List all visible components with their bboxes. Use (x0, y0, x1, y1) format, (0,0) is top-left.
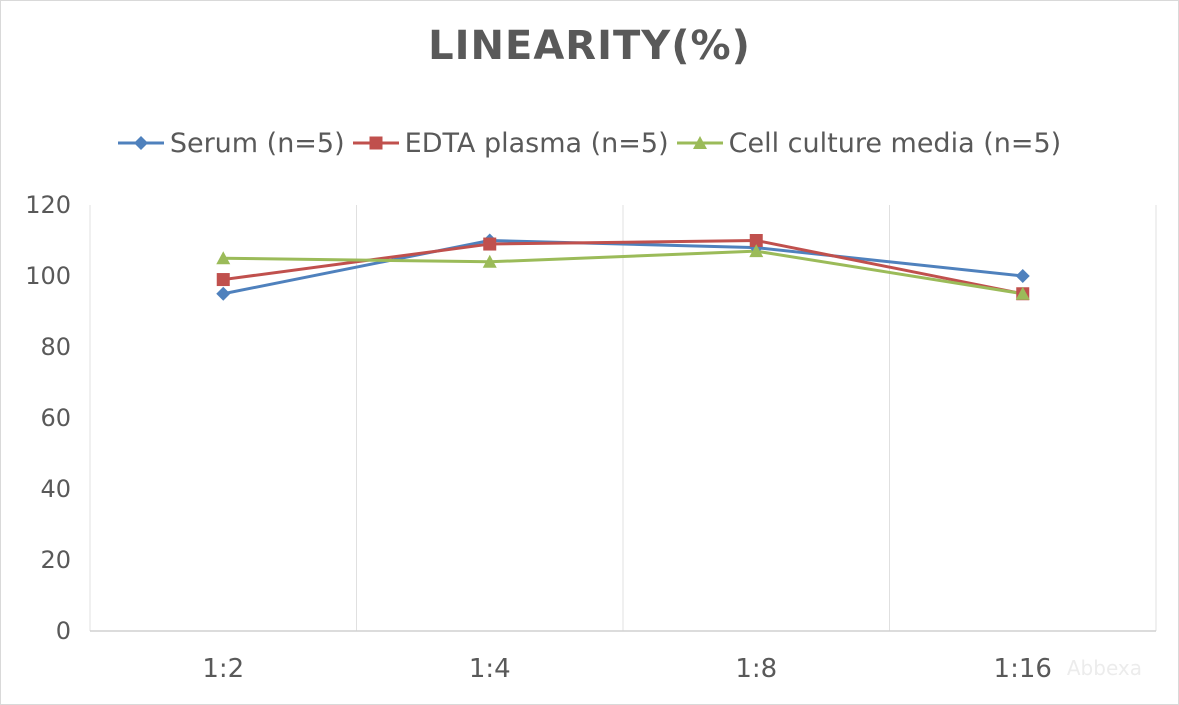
data-point-square (483, 237, 497, 251)
data-point-square (749, 234, 763, 247)
series-line-2 (223, 249, 1023, 296)
legend-label-serum: Serum (n=5) (169, 127, 345, 159)
series-line-1 (223, 239, 1024, 296)
series-line-0 (222, 239, 1023, 296)
y-tick-label: 0 (56, 617, 71, 645)
y-tick-label: 120 (25, 191, 71, 219)
x-tick-label: 1:4 (469, 654, 511, 684)
data-point-triangle (749, 244, 764, 258)
legend-item-serum: Serum (n=5) (117, 127, 345, 159)
x-tick-label: 1:16 (994, 654, 1052, 684)
y-tick-label: 40 (40, 475, 71, 503)
legend: Serum (n=5) EDTA plasma (n=5) Cell cultu… (1, 123, 1178, 163)
watermark: Abbexa (1066, 656, 1142, 680)
data-point-square (216, 273, 230, 287)
data-point-diamond (1015, 269, 1030, 283)
data-point-triangle (216, 251, 231, 265)
y-tick-label: 100 (25, 262, 71, 290)
legend-marker-cell-culture-media (676, 136, 723, 149)
data-point-triangle (1015, 286, 1030, 300)
x-tick-label: 1:8 (735, 654, 777, 684)
y-tick-label: 20 (40, 546, 71, 574)
legend-item-edta-plasma: EDTA plasma (n=5) (352, 127, 669, 159)
legend-marker-edta-plasma (352, 136, 399, 150)
data-point-triangle (482, 254, 497, 268)
legend-label-edta-plasma: EDTA plasma (n=5) (404, 127, 669, 159)
data-point-diamond (216, 286, 231, 301)
y-tick-label: 80 (40, 333, 71, 361)
legend-marker-serum (117, 136, 164, 150)
legend-label-cell-culture-media: Cell culture media (n=5) (728, 127, 1062, 159)
chart-title: LINEARITY(%) (428, 23, 751, 69)
legend-item-cell-culture-media: Cell culture media (n=5) (676, 127, 1062, 159)
y-tick-label: 60 (40, 404, 71, 432)
x-tick-label: 1:2 (202, 654, 244, 684)
